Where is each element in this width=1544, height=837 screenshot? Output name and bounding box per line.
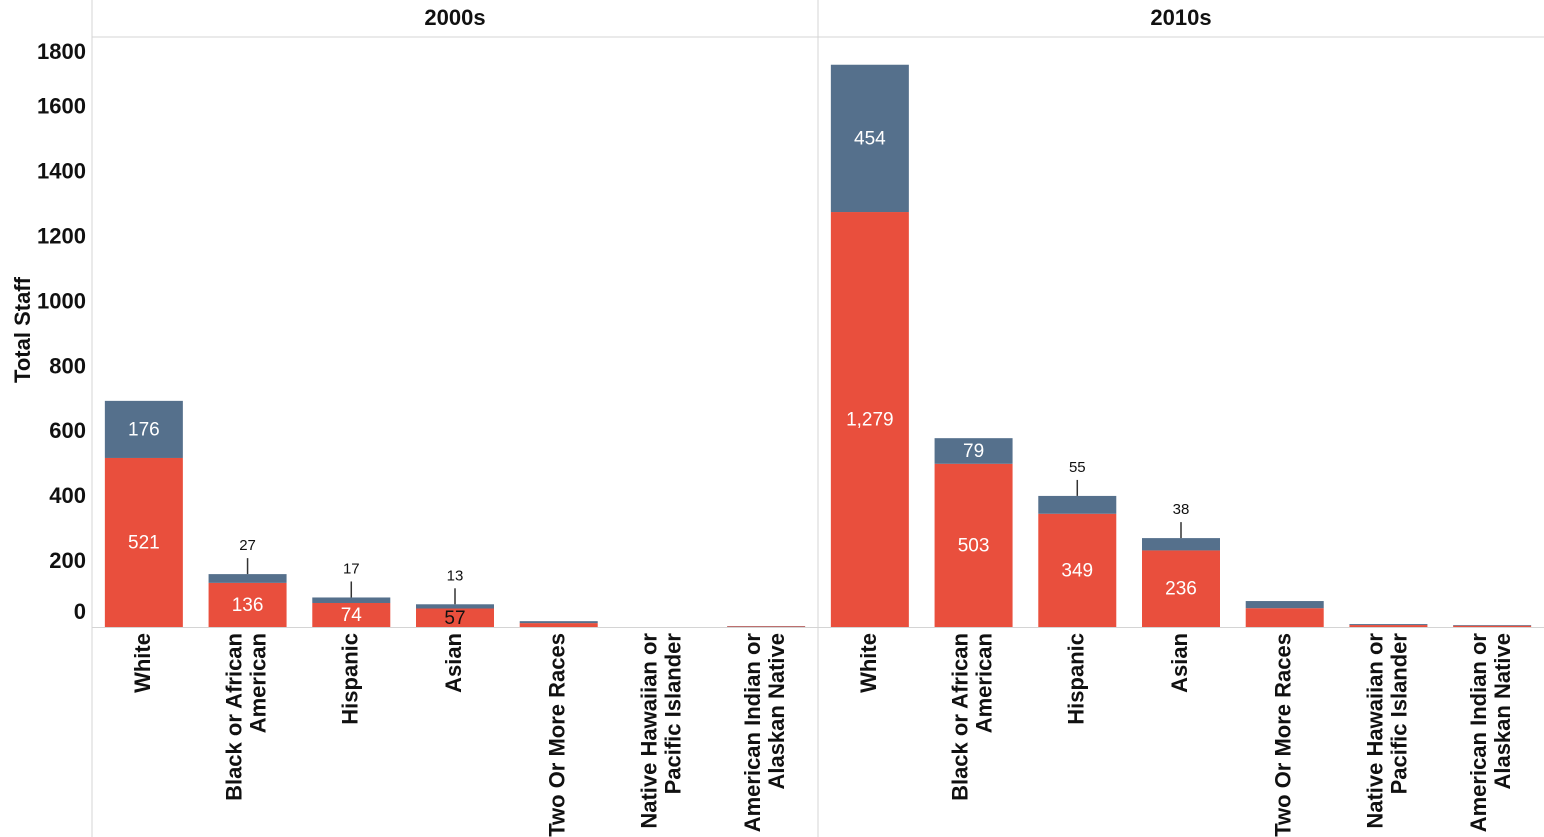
data-label: 38 bbox=[1173, 501, 1190, 518]
bar-segment bbox=[1453, 625, 1532, 626]
bar-segment bbox=[934, 438, 1013, 464]
data-label: 17 bbox=[343, 560, 360, 577]
bar-segment bbox=[519, 621, 598, 624]
x-tick-label: Native Hawaiian orPacific Islander bbox=[636, 633, 685, 829]
x-tick-label: White bbox=[856, 633, 881, 693]
panel-title: 2010s bbox=[1150, 5, 1211, 30]
y-axis-label: Total Staff bbox=[10, 276, 35, 383]
bar-segment bbox=[208, 582, 287, 627]
bar-segment bbox=[1349, 625, 1428, 627]
data-label: 521 bbox=[128, 532, 160, 553]
x-tick-label: Hispanic bbox=[1063, 633, 1088, 725]
data-label: 55 bbox=[1069, 459, 1086, 476]
y-tick-label: 600 bbox=[49, 418, 86, 443]
bar-segment bbox=[830, 64, 909, 213]
bar-segment bbox=[1038, 513, 1117, 627]
bar-segment bbox=[727, 626, 806, 627]
y-tick-label: 200 bbox=[49, 548, 86, 573]
data-label: 454 bbox=[854, 128, 886, 149]
bar-segment bbox=[1142, 550, 1220, 627]
data-label: 74 bbox=[341, 605, 363, 626]
bar-segment bbox=[934, 463, 1013, 627]
x-tick-label: Two Or More Races bbox=[545, 633, 570, 837]
x-tick-label: Black or AfricanAmerican bbox=[947, 633, 996, 801]
data-label: 503 bbox=[958, 535, 990, 556]
x-tick-label: Native Hawaiian orPacific Islander bbox=[1362, 633, 1411, 829]
y-tick-label: 0 bbox=[74, 599, 86, 624]
data-label: 13 bbox=[447, 567, 464, 584]
x-tick-label: Hispanic bbox=[337, 633, 362, 725]
bar-segment bbox=[312, 597, 391, 603]
data-label: 176 bbox=[128, 419, 160, 440]
y-tick-label: 1000 bbox=[37, 288, 86, 313]
x-tick-label: Asian bbox=[441, 633, 466, 693]
bar-segment bbox=[1245, 608, 1324, 627]
y-tick-label: 1800 bbox=[37, 39, 86, 64]
x-tick-label: Black or AfricanAmerican bbox=[221, 633, 270, 801]
data-label: 1,279 bbox=[846, 410, 894, 431]
data-label: 57 bbox=[444, 608, 465, 629]
data-label: 79 bbox=[963, 441, 984, 462]
x-tick-label: Asian bbox=[1167, 633, 1192, 693]
bar-segment bbox=[416, 604, 494, 609]
y-tick-label: 1400 bbox=[37, 159, 86, 184]
bar-segment bbox=[1349, 624, 1428, 626]
data-label: 27 bbox=[239, 537, 256, 554]
bar-segment bbox=[1453, 625, 1532, 627]
panel-title: 2000s bbox=[424, 5, 485, 30]
x-tick-label: American Indian orAlaskan Native bbox=[740, 633, 789, 833]
x-tick-label: Two Or More Races bbox=[1271, 633, 1296, 837]
y-tick-label: 1600 bbox=[37, 94, 86, 119]
bar-segment bbox=[830, 212, 909, 627]
bar-segment bbox=[1038, 495, 1117, 514]
bar-segment bbox=[1245, 601, 1324, 609]
y-tick-label: 800 bbox=[49, 353, 86, 378]
bar-segment bbox=[312, 602, 391, 627]
bar-segment bbox=[519, 623, 598, 627]
y-tick-label: 400 bbox=[49, 483, 86, 508]
bar-segment bbox=[208, 574, 287, 583]
y-tick-label: 1200 bbox=[37, 223, 86, 248]
data-label: 236 bbox=[1165, 579, 1197, 600]
bar-segment bbox=[1142, 538, 1220, 551]
data-label: 136 bbox=[232, 595, 264, 616]
data-label: 349 bbox=[1061, 560, 1093, 581]
bar-segment bbox=[416, 608, 494, 627]
bar-segment bbox=[104, 457, 183, 627]
x-tick-label: White bbox=[130, 633, 155, 693]
bar-segment bbox=[104, 400, 183, 458]
x-tick-label: American Indian orAlaskan Native bbox=[1466, 633, 1515, 833]
